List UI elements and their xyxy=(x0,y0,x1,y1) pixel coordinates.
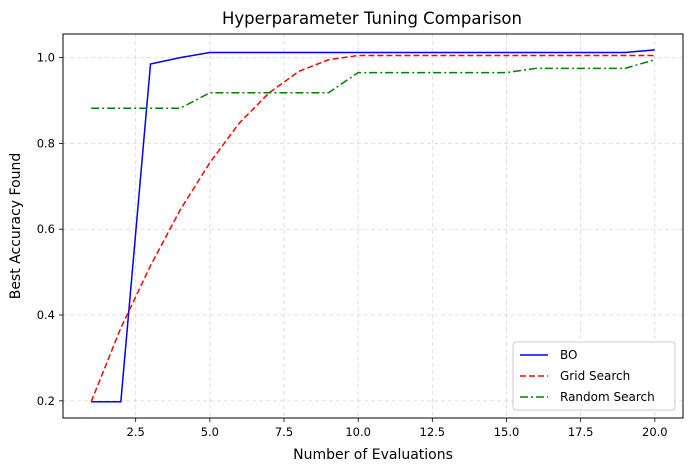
x-tick-label: 2.5 xyxy=(127,425,145,439)
y-tick-label: 0.4 xyxy=(37,308,55,322)
series-line xyxy=(90,54,655,402)
x-axis-label: Number of Evaluations xyxy=(293,447,453,463)
y-tick-label: 1.0 xyxy=(37,51,55,65)
x-tick-label: 15.0 xyxy=(494,425,520,439)
y-tick-label: 0.2 xyxy=(37,394,55,408)
legend-label: Grid Search xyxy=(560,369,630,383)
legend-label: BO xyxy=(560,348,577,362)
series-line xyxy=(91,49,655,403)
legend-box xyxy=(512,341,676,411)
y-axis-label: Best Accuracy Found xyxy=(8,153,24,300)
legend: BO Grid Search Random Search xyxy=(512,341,676,411)
x-tick-label: 12.5 xyxy=(420,425,446,439)
axis-ticks: 2.5 5.0 7.5 10.0 12.5 15.0 17.5 20.0 0.2 0.4 0.6 0.… xyxy=(37,51,668,439)
x-tick-label: 17.5 xyxy=(568,425,594,439)
chart-title: Hyperparameter Tuning Comparison xyxy=(222,9,522,28)
x-tick-label: 20.0 xyxy=(642,425,668,439)
x-tick-label: 7.5 xyxy=(275,425,293,439)
series-lines xyxy=(90,49,656,403)
x-tick-label: 5.0 xyxy=(201,425,219,439)
plot-frame xyxy=(62,33,684,419)
legend-label: Random Search xyxy=(560,390,655,404)
series-line xyxy=(91,59,656,109)
grid xyxy=(63,34,683,418)
x-tick-label: 10.0 xyxy=(345,425,371,439)
y-tick-label: 0.6 xyxy=(37,222,55,236)
y-tick-label: 0.8 xyxy=(37,136,55,150)
